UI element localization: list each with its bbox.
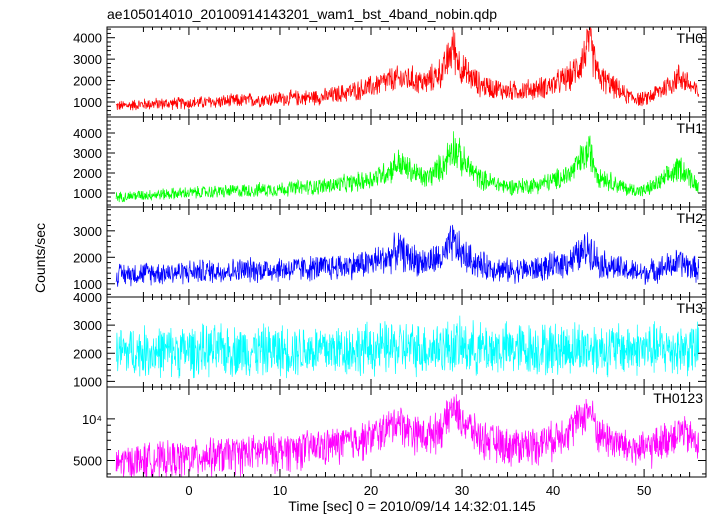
panel-label-th1: TH1	[677, 120, 704, 136]
y-tick-label: 3000	[73, 146, 102, 161]
series-line-th1	[115, 131, 699, 203]
y-tick-label: 4000	[73, 290, 102, 305]
panel-label-th0: TH0	[677, 30, 704, 46]
y-tick-label: 2000	[73, 250, 102, 265]
panel-th0123: 5000 10⁴ TH0123	[73, 386, 707, 478]
panel-th1: 1000 2000 3000 4000 TH1	[73, 116, 707, 208]
panel-frame	[106, 26, 707, 118]
panel-label-th0123: TH0123	[653, 390, 703, 406]
y-tick-label: 5000	[73, 454, 102, 469]
series-line-th0	[115, 26, 700, 111]
y-tick-label: 2000	[73, 346, 102, 361]
y-tick-label: 2000	[73, 166, 102, 181]
x-axis: 0 10 20 30 40 50	[185, 483, 651, 498]
x-tick-label: 10	[273, 483, 287, 498]
series-line-th0123	[115, 394, 700, 478]
chart-title: ae105014010_20100914143201_wam1_bst_4ban…	[107, 6, 497, 22]
series-line-th2	[115, 224, 700, 287]
panel-th3: 1000 2000 3000 4000 TH3	[73, 290, 707, 389]
y-tick-label: 1000	[73, 374, 102, 389]
x-tick-label: 30	[455, 483, 469, 498]
x-tick-label: 0	[185, 483, 192, 498]
y-tick-label: 3000	[73, 318, 102, 333]
y-tick-label: 2000	[73, 74, 102, 89]
x-tick-label: 40	[546, 483, 560, 498]
x-axis-title: Time [sec] 0 = 2010/09/14 14:32:01.145	[288, 498, 536, 514]
y-axis-title: Counts/sec	[32, 223, 48, 293]
y-tick-label: 3000	[73, 224, 102, 239]
panel-label-th2: TH2	[677, 210, 704, 226]
x-tick-label: 50	[637, 483, 651, 498]
series-line-th3	[115, 315, 700, 379]
y-tick-label: 3000	[73, 52, 102, 67]
y-tick-label: 10⁴	[82, 412, 102, 427]
panel-th0: 1000 2000 3000 4000 TH0	[73, 26, 707, 118]
y-tick-label: 4000	[73, 31, 102, 46]
y-tick-label: 4000	[73, 126, 102, 141]
y-tick-label: 1000	[73, 277, 102, 292]
x-tick-label: 20	[364, 483, 378, 498]
panel-label-th3: TH3	[677, 300, 704, 316]
y-tick-label: 1000	[73, 186, 102, 201]
y-tick-label: 1000	[73, 95, 102, 110]
panel-th2: 1000 2000 3000 TH2	[73, 206, 707, 298]
